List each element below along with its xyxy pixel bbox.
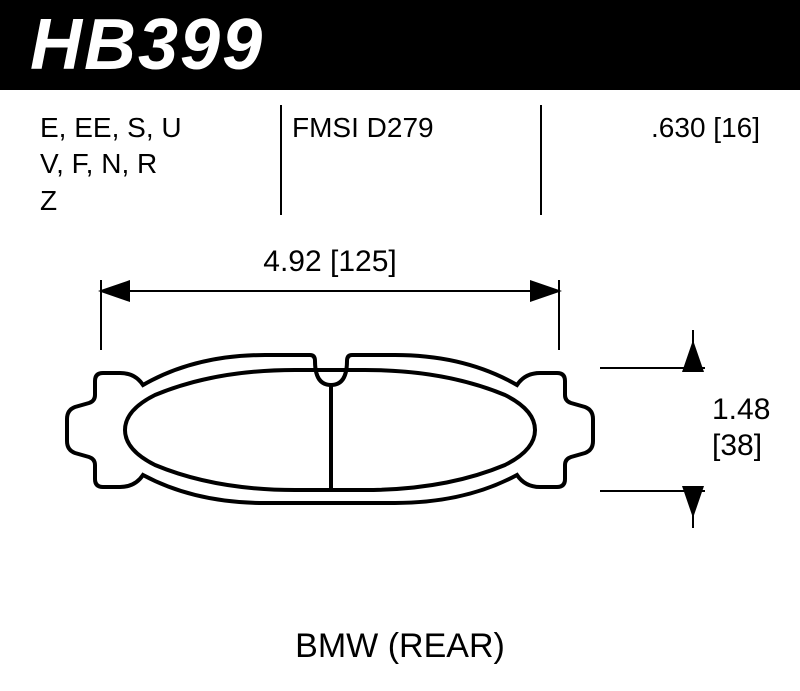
- brake-pad-outline: [65, 345, 595, 515]
- spec-fmsi: FMSI D279: [280, 105, 540, 215]
- extension-line-left: [100, 280, 102, 350]
- compounds-line1: E, EE, S, U: [40, 110, 260, 146]
- compounds-line2: V, F, N, R: [40, 146, 260, 182]
- header-bar: HB399: [0, 0, 800, 90]
- part-number: HB399: [30, 4, 264, 86]
- spec-compounds: E, EE, S, U V, F, N, R Z: [30, 105, 280, 215]
- height-inches: 1.48: [712, 392, 770, 428]
- width-dim-line: [100, 290, 560, 292]
- width-label: 4.92 [125]: [100, 245, 560, 279]
- extension-line-right: [558, 280, 560, 350]
- fmsi-value: FMSI D279: [292, 110, 520, 146]
- spec-thickness: .630 [16]: [540, 105, 770, 215]
- spec-row: E, EE, S, U V, F, N, R Z FMSI D279 .630 …: [30, 105, 770, 215]
- arrow-up-icon: [682, 486, 704, 518]
- application-label: BMW (REAR): [0, 627, 800, 666]
- arrow-left-icon: [98, 280, 130, 302]
- diagram-area: 4.92 [125] 1.48 [38]: [0, 250, 800, 610]
- thickness-value: .630 [16]: [552, 110, 760, 146]
- height-dimension: 1.48 [38]: [600, 330, 780, 530]
- height-mm: [38]: [712, 428, 770, 464]
- width-dimension: 4.92 [125]: [100, 250, 560, 310]
- height-label: 1.48 [38]: [712, 392, 770, 464]
- compounds-line3: Z: [40, 183, 260, 219]
- arrow-down-icon: [682, 340, 704, 372]
